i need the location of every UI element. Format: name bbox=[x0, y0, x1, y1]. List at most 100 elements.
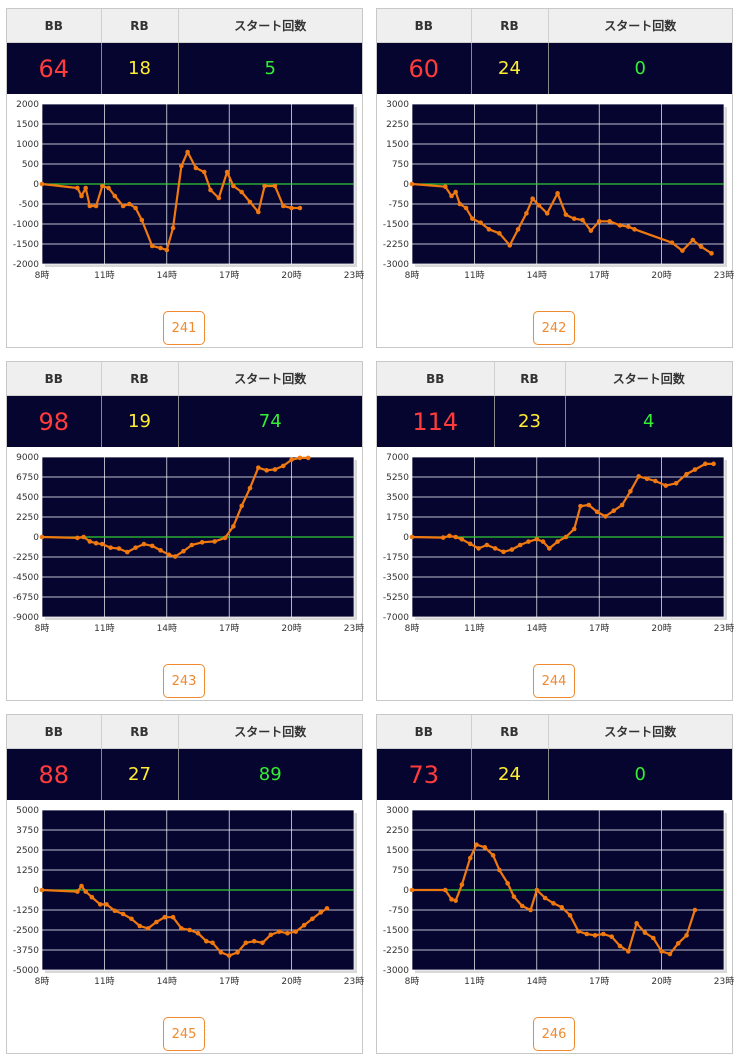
start-count: 5 bbox=[178, 42, 362, 94]
start-count-header: スタート回数 bbox=[178, 362, 362, 396]
data-point bbox=[650, 935, 656, 941]
data-point bbox=[619, 502, 625, 508]
machine-number-button[interactable]: 241 bbox=[163, 311, 205, 345]
y-tick-label: -7000 bbox=[383, 613, 409, 623]
data-point bbox=[181, 548, 186, 554]
y-tick-label: 1750 bbox=[386, 513, 409, 523]
machine-number-button[interactable]: 246 bbox=[533, 1017, 575, 1051]
data-point bbox=[93, 540, 99, 546]
x-tick-label: 20時 bbox=[651, 976, 671, 987]
data-point bbox=[453, 534, 458, 540]
data-point bbox=[141, 541, 147, 547]
data-point bbox=[559, 905, 565, 910]
bb-header: BB bbox=[377, 715, 472, 749]
data-point bbox=[124, 549, 130, 555]
data-point bbox=[555, 539, 560, 544]
machine-card: BB RB スタート回数 88 27 89 245 5000 3750 2500 1250 0 -125… bbox=[6, 714, 364, 1054]
y-tick-label: -9000 bbox=[13, 613, 39, 623]
y-tick-label: 1500 bbox=[16, 120, 39, 130]
x-tick-label: 8時 bbox=[35, 270, 50, 281]
data-point bbox=[75, 889, 80, 894]
data-point bbox=[634, 921, 639, 926]
machine-number-button[interactable]: 242 bbox=[533, 311, 575, 345]
data-point bbox=[690, 237, 696, 243]
y-tick-label: 2500 bbox=[16, 846, 39, 856]
data-point bbox=[297, 455, 303, 461]
y-tick-label: 2250 bbox=[386, 120, 409, 130]
plot-shadow bbox=[415, 264, 727, 267]
y-tick-label: -2000 bbox=[13, 260, 39, 270]
data-point bbox=[199, 540, 205, 545]
y-tick-label: -1500 bbox=[383, 926, 409, 936]
x-tick-label: 11時 bbox=[94, 976, 114, 987]
y-tick-label: -1250 bbox=[13, 906, 39, 916]
data-point bbox=[551, 901, 556, 906]
x-tick-label: 17時 bbox=[219, 623, 239, 634]
machine-number-button[interactable]: 245 bbox=[163, 1017, 205, 1051]
data-point bbox=[162, 914, 168, 920]
data-point bbox=[442, 887, 448, 893]
bb-header: BB bbox=[377, 9, 472, 43]
data-point bbox=[534, 536, 540, 542]
data-point bbox=[642, 930, 648, 935]
data-point bbox=[409, 887, 415, 893]
data-point bbox=[563, 212, 569, 217]
data-point bbox=[586, 502, 592, 508]
y-tick-label: 3000 bbox=[386, 100, 409, 110]
data-point bbox=[628, 488, 633, 494]
stats-table: BB RB スタート回数 64 18 5 bbox=[7, 9, 362, 94]
data-point bbox=[467, 855, 473, 861]
data-point bbox=[179, 163, 184, 169]
bb-header: BB bbox=[377, 362, 495, 396]
y-tick-label: 750 bbox=[392, 160, 409, 170]
data-point bbox=[187, 927, 192, 933]
data-point bbox=[179, 926, 184, 931]
x-tick-label: 20時 bbox=[651, 623, 671, 634]
y-tick-label: -3500 bbox=[383, 573, 409, 583]
y-tick-label: 750 bbox=[392, 866, 409, 876]
data-point bbox=[567, 913, 573, 918]
plot-shadow bbox=[45, 970, 357, 973]
x-tick-label: 20時 bbox=[281, 270, 301, 281]
x-tick-label: 14時 bbox=[157, 623, 177, 634]
data-point bbox=[75, 535, 80, 541]
data-point bbox=[149, 243, 155, 249]
data-point bbox=[310, 916, 315, 922]
data-point bbox=[293, 929, 299, 934]
y-tick-label: -3000 bbox=[383, 966, 409, 976]
data-point bbox=[540, 539, 546, 544]
data-point bbox=[692, 467, 698, 472]
y-tick-label: 6750 bbox=[16, 473, 39, 483]
rb-header: RB bbox=[471, 9, 549, 43]
bb-header: BB bbox=[7, 715, 102, 749]
data-point bbox=[133, 205, 138, 211]
data-point bbox=[75, 185, 80, 191]
data-point bbox=[673, 480, 679, 486]
x-tick-label: 14時 bbox=[157, 976, 177, 987]
machine-number-button[interactable]: 244 bbox=[533, 664, 575, 698]
y-tick-label: 4500 bbox=[16, 493, 39, 503]
data-point bbox=[83, 185, 88, 191]
data-point bbox=[459, 536, 465, 542]
rb-count: 24 bbox=[471, 748, 549, 800]
bb-count: 88 bbox=[7, 748, 102, 800]
series-line bbox=[41, 884, 328, 957]
x-tick-label: 11時 bbox=[464, 976, 484, 987]
data-point bbox=[702, 461, 708, 467]
data-point bbox=[231, 183, 236, 189]
x-tick-label: 17時 bbox=[219, 976, 239, 987]
stats-table: BB RB スタート回数 114 23 4 bbox=[377, 362, 732, 447]
start-count: 0 bbox=[548, 748, 732, 800]
data-point bbox=[272, 467, 278, 472]
machine-number-button[interactable]: 243 bbox=[163, 664, 205, 698]
rb-count: 27 bbox=[101, 748, 179, 800]
data-point bbox=[222, 535, 228, 541]
data-point bbox=[83, 889, 88, 894]
data-point bbox=[158, 548, 163, 553]
data-point bbox=[116, 546, 122, 551]
y-tick-label: -750 bbox=[389, 906, 410, 916]
data-point bbox=[617, 223, 623, 228]
data-point bbox=[127, 201, 132, 207]
